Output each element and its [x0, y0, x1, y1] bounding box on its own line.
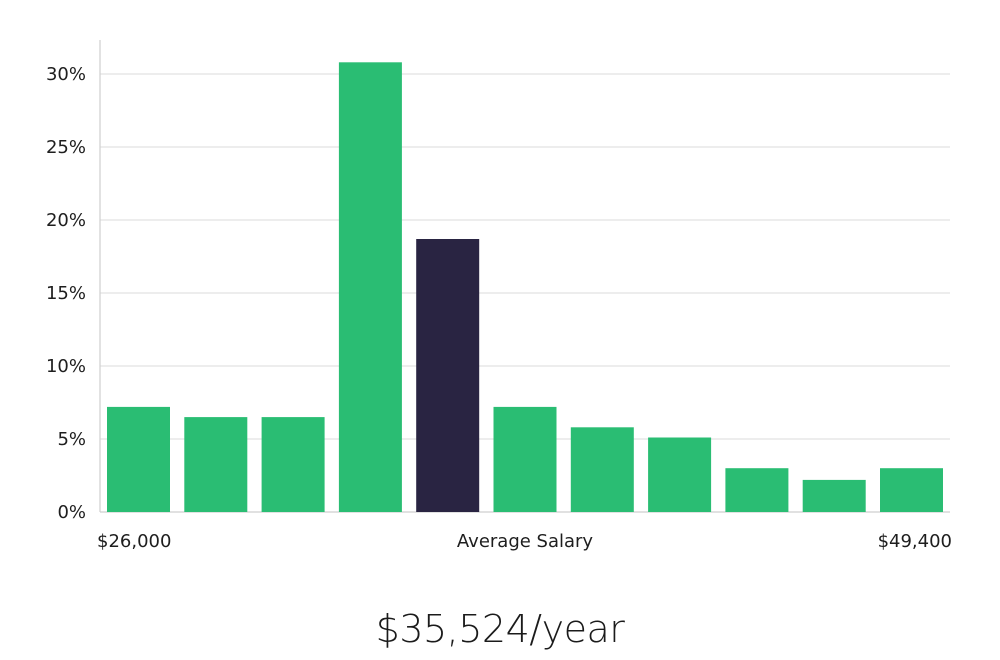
- y-tick-layer: 0% 5% 10% 15% 20% 25% 30%: [46, 64, 86, 523]
- x-axis-label-max: $49,400: [878, 531, 952, 552]
- y-tick-label: 5%: [57, 429, 86, 450]
- bar: [570, 427, 634, 512]
- y-tick-label: 20%: [46, 210, 86, 231]
- y-tick-label: 0%: [57, 502, 86, 523]
- bar: [802, 479, 866, 512]
- bar: [107, 406, 170, 512]
- bar: [493, 406, 557, 512]
- average-salary-value: $35,524/year: [375, 607, 625, 651]
- y-tick-label: 25%: [46, 137, 86, 158]
- salary-histogram: 0% 5% 10% 15% 20% 25% 30% $26,000 Average Sala…: [46, 40, 952, 552]
- x-axis-label-center: Average Salary: [457, 531, 594, 552]
- y-tick-label: 15%: [46, 283, 86, 304]
- bar: [184, 417, 248, 512]
- bar: [880, 468, 943, 512]
- bar: [261, 417, 325, 512]
- x-axis-label-min: $26,000: [97, 531, 171, 552]
- bar-layer: [107, 62, 943, 513]
- bar: [338, 62, 402, 513]
- bar: [725, 468, 789, 512]
- y-tick-label: 30%: [46, 64, 86, 85]
- bar: [648, 437, 712, 512]
- bar-average-salary: [416, 239, 480, 512]
- y-tick-label: 10%: [46, 356, 86, 377]
